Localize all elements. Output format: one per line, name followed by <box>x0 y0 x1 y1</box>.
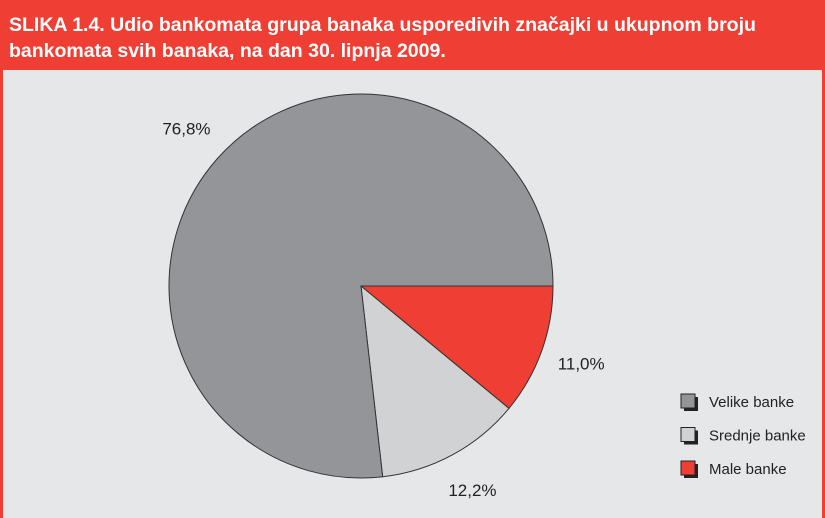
legend-swatch <box>680 427 696 442</box>
legend-label: Velike banke <box>709 394 794 411</box>
legend-swatch <box>680 393 696 409</box>
data-label: 11,0% <box>558 355 605 374</box>
pie-slice <box>359 285 554 410</box>
pie-slice <box>360 284 510 478</box>
plot: 11,0% 12,2% 76,8% Velike banke Srednje banke… <box>162 93 806 500</box>
pie-slice <box>168 93 554 479</box>
data-label: 12,2% <box>448 481 496 500</box>
legend-swatch <box>680 460 696 476</box>
legend-label: Srednje banke <box>709 427 806 444</box>
legend-label: Male banke <box>709 461 787 478</box>
chart-title: SLIKA 1.4. Udio bankomata grupa banaka u… <box>3 0 822 70</box>
data-label: 76,8% <box>162 120 210 139</box>
